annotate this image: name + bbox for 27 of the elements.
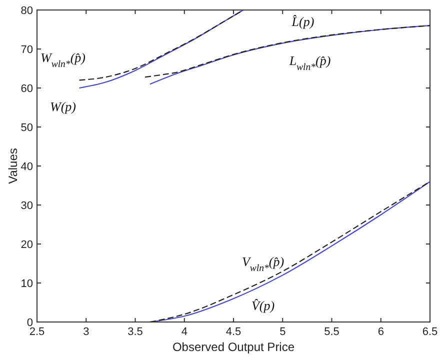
y-tick-label: 20 — [20, 239, 33, 251]
annotation: W(p) — [50, 98, 76, 114]
x-tick-label: 6 — [378, 326, 384, 338]
annotation: L̂(p) — [290, 14, 314, 29]
y-tick-label: 0 — [26, 317, 33, 329]
annotation: L$_{wln*}$(p̂) — [288, 52, 331, 73]
y-tick-label: 70 — [20, 44, 33, 56]
y-tick-label: 10 — [20, 278, 33, 290]
x-tick-label: 3 — [83, 326, 90, 338]
x-tick-label: 6.5 — [422, 326, 438, 338]
x-tick-label: 5 — [280, 326, 286, 338]
y-tick-label: 30 — [20, 200, 33, 212]
line-series — [149, 181, 431, 323]
x-tick-label: 2.5 — [29, 326, 45, 338]
y-tick-label: 50 — [20, 122, 33, 134]
x-axis-title: Observed Output Price — [172, 340, 295, 354]
x-tick-label: 5.5 — [324, 326, 340, 338]
annotation: W$_{wln*}$(p̂) — [40, 50, 86, 70]
annotation: V̂(p) — [251, 298, 275, 313]
x-tick-label: 3.5 — [128, 326, 143, 338]
y-tick-label: 80 — [20, 5, 33, 17]
y-tick-label: 40 — [20, 161, 33, 173]
y-tick-label: 60 — [20, 83, 33, 95]
x-tick-label: 4.5 — [226, 326, 242, 338]
x-tick-label: 4 — [181, 326, 188, 338]
y-axis-title: Values — [6, 148, 20, 184]
annotation: V$_{wln*}$(p̂) — [242, 254, 284, 274]
